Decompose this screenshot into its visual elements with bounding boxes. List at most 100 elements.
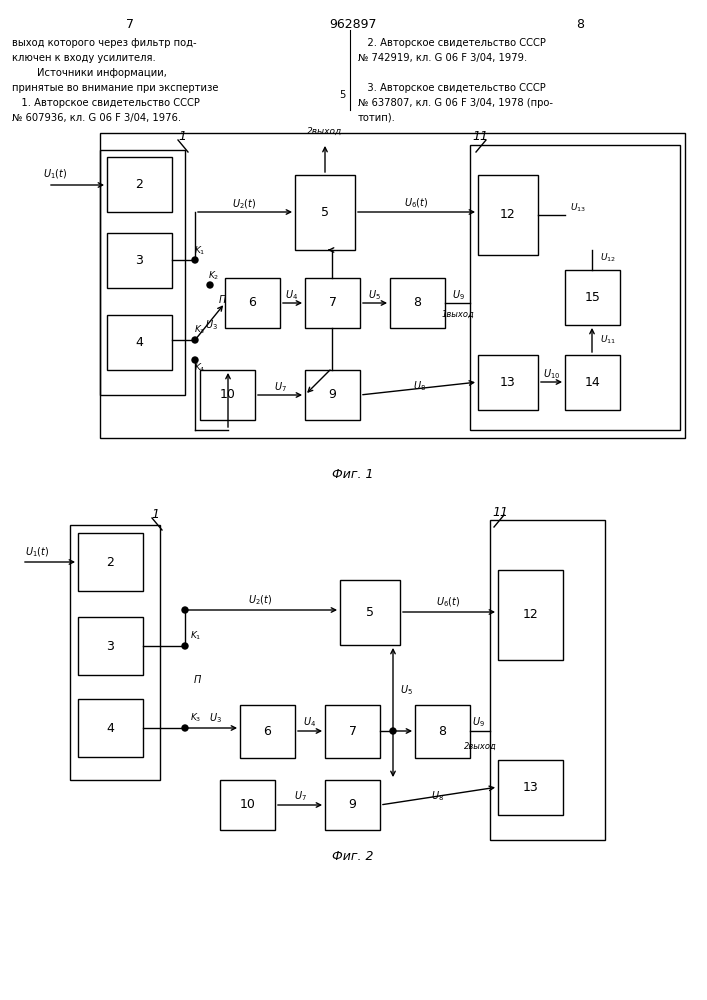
Circle shape [192, 257, 198, 263]
Bar [390, 278, 445, 328]
Text: 1: 1 [178, 130, 186, 143]
Text: $U_5$: $U_5$ [368, 288, 380, 302]
Bar [100, 150, 185, 395]
Text: 1: 1 [151, 508, 159, 522]
Text: 9: 9 [349, 798, 356, 812]
Bar [305, 278, 360, 328]
Text: $U_9$: $U_9$ [472, 715, 484, 729]
Text: 12: 12 [500, 209, 516, 222]
Circle shape [390, 728, 396, 734]
Bar [415, 705, 470, 758]
Text: $U_1(t)$: $U_1(t)$ [25, 545, 49, 559]
Text: $U_6(t)$: $U_6(t)$ [436, 595, 460, 609]
Text: 6: 6 [249, 296, 257, 310]
Circle shape [182, 607, 188, 613]
Text: $K_3$: $K_3$ [194, 324, 206, 336]
Circle shape [182, 643, 188, 649]
Text: $U_2(t)$: $U_2(t)$ [248, 593, 272, 607]
Bar [100, 133, 685, 438]
Text: 3: 3 [136, 254, 144, 267]
Text: 5: 5 [339, 90, 345, 100]
Text: $U_5$: $U_5$ [400, 683, 413, 697]
Text: $U_7$: $U_7$ [274, 380, 286, 394]
Text: $U_4$: $U_4$ [286, 288, 298, 302]
Text: ключен к входу усилителя.: ключен к входу усилителя. [12, 53, 156, 63]
Text: $U_{12}$: $U_{12}$ [600, 252, 616, 264]
Bar [295, 175, 355, 250]
Text: 2выход: 2выход [308, 127, 343, 136]
Bar [478, 355, 538, 410]
Text: 2: 2 [107, 556, 115, 568]
Text: $U_7$: $U_7$ [293, 789, 306, 803]
Text: 1выход: 1выход [442, 310, 474, 319]
Text: 14: 14 [585, 376, 600, 389]
Text: П: П [193, 675, 201, 685]
Text: $K_1$: $K_1$ [194, 245, 206, 257]
Text: $U_1(t)$: $U_1(t)$ [43, 167, 67, 181]
Text: 6: 6 [264, 725, 271, 738]
Text: 3. Авторское свидетельство СССР: 3. Авторское свидетельство СССР [358, 83, 546, 93]
Circle shape [192, 357, 198, 363]
Bar [78, 699, 143, 757]
Text: Источники информации,: Источники информации, [12, 68, 167, 78]
Bar [340, 580, 400, 645]
Text: $U_{10}$: $U_{10}$ [543, 367, 561, 381]
Bar [78, 533, 143, 591]
Bar [200, 370, 255, 420]
Bar [107, 233, 172, 288]
Bar [498, 760, 563, 815]
Text: 15: 15 [585, 291, 600, 304]
Circle shape [192, 337, 198, 343]
Bar [325, 705, 380, 758]
Text: $U_9$: $U_9$ [452, 288, 464, 302]
Text: 10: 10 [220, 388, 235, 401]
Text: 2: 2 [136, 178, 144, 191]
Text: 11: 11 [472, 130, 488, 143]
Text: 1. Авторское свидетельство СССР: 1. Авторское свидетельство СССР [12, 98, 200, 108]
Text: № 607936, кл. G 06 F 3/04, 1976.: № 607936, кл. G 06 F 3/04, 1976. [12, 113, 181, 123]
Bar [220, 780, 275, 830]
Text: 8: 8 [576, 18, 584, 31]
Text: $U_3$: $U_3$ [209, 711, 221, 725]
Text: принятые во внимание при экспертизе: принятые во внимание при экспертизе [12, 83, 218, 93]
Bar [490, 520, 605, 840]
Text: 9: 9 [329, 388, 337, 401]
Text: П: П [218, 295, 226, 305]
Bar [565, 355, 620, 410]
Bar [70, 525, 160, 780]
Text: $U_4$: $U_4$ [303, 715, 317, 729]
Text: $U_8$: $U_8$ [431, 789, 445, 803]
Text: 4: 4 [107, 722, 115, 734]
Text: 7: 7 [126, 18, 134, 31]
Text: 10: 10 [240, 798, 255, 812]
Text: $U_2(t)$: $U_2(t)$ [232, 197, 256, 211]
Bar [225, 278, 280, 328]
Text: $K_1$: $K_1$ [190, 630, 201, 642]
Text: 7: 7 [329, 296, 337, 310]
Text: выход которого через фильтр под-: выход которого через фильтр под- [12, 38, 197, 48]
Text: 13: 13 [500, 376, 516, 389]
Text: $K_4$: $K_4$ [194, 362, 206, 374]
Text: тотип).: тотип). [358, 113, 396, 123]
Text: $U_{13}$: $U_{13}$ [570, 202, 586, 214]
Text: $K_2$: $K_2$ [209, 270, 220, 282]
Text: № 742919, кл. G 06 F 3/04, 1979.: № 742919, кл. G 06 F 3/04, 1979. [358, 53, 527, 63]
Bar [305, 370, 360, 420]
Text: $U_{11}$: $U_{11}$ [600, 334, 616, 346]
Text: № 637807, кл. G 06 F 3/04, 1978 (про-: № 637807, кл. G 06 F 3/04, 1978 (про- [358, 98, 553, 108]
Text: 11: 11 [492, 506, 508, 518]
Text: $K_3$: $K_3$ [190, 712, 201, 724]
Bar [498, 570, 563, 660]
Text: 962897: 962897 [329, 18, 377, 31]
Bar [478, 175, 538, 255]
Text: 12: 12 [522, 608, 538, 621]
Text: 13: 13 [522, 781, 538, 794]
Circle shape [182, 725, 188, 731]
Text: Фиг. 2: Фиг. 2 [332, 850, 374, 863]
Text: $U_6(t)$: $U_6(t)$ [404, 196, 428, 210]
Bar [240, 705, 295, 758]
Bar [470, 145, 680, 430]
Text: $U_8$: $U_8$ [414, 379, 426, 393]
Bar [107, 157, 172, 212]
Bar [565, 270, 620, 325]
